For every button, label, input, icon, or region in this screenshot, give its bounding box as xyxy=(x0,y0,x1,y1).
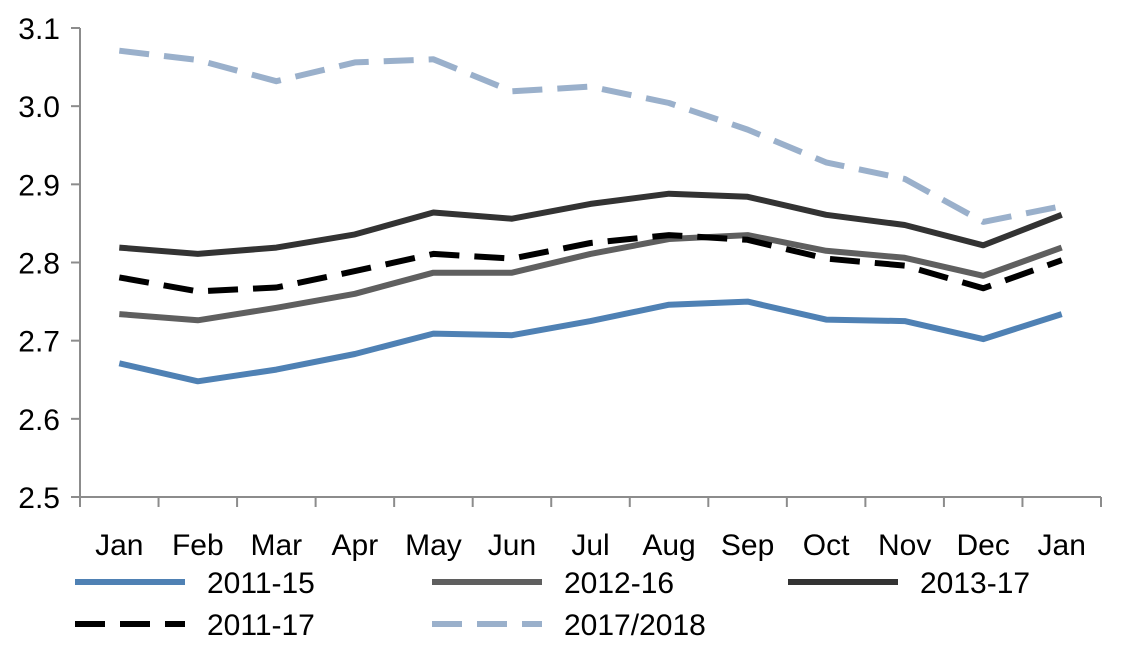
legend-item: 2017/2018 xyxy=(432,609,706,642)
y-tick-label: 2.8 xyxy=(18,248,60,281)
y-tick-label: 3.1 xyxy=(18,13,60,46)
x-tick-label: Nov xyxy=(878,529,931,562)
y-tick-label: 2.6 xyxy=(18,404,60,437)
legend-label: 2013-17 xyxy=(920,567,1030,600)
y-tick-label: 2.9 xyxy=(18,169,60,202)
series-line-2013-17 xyxy=(119,190,1063,257)
x-tick-label: Aug xyxy=(642,529,695,562)
legend-item: 2011-15 xyxy=(75,567,315,600)
legend-label: 2012-16 xyxy=(564,567,674,600)
legend-label: 2011-17 xyxy=(207,609,315,642)
x-tick-label: Apr xyxy=(332,529,379,562)
x-tick-label: Mar xyxy=(251,529,303,562)
x-tick-label: Jun xyxy=(488,529,536,562)
y-tick-label: 2.5 xyxy=(18,482,60,515)
x-tick-label: Jul xyxy=(571,529,609,562)
legend-item: 2011-17 xyxy=(75,609,315,642)
x-tick-label: Jan xyxy=(95,529,143,562)
axes: 2.5 2.6 2.7 2.8 2.9 3.0 3.1 Jan Feb Mar Apr May Jun J… xyxy=(18,13,1102,562)
y-tick-label: 2.7 xyxy=(18,326,60,359)
y-tick-label: 3.0 xyxy=(18,91,60,124)
series-line-2017-2018 xyxy=(118,47,1063,225)
legend-label: 2011-15 xyxy=(207,567,315,600)
series-line-2011-17 xyxy=(118,232,1063,295)
series-line-2012-16 xyxy=(119,232,1063,324)
legend-item: 2013-17 xyxy=(788,567,1030,600)
x-tick-label: May xyxy=(405,529,462,562)
x-tick-label: Feb xyxy=(172,529,224,562)
x-tick-label: Dec xyxy=(957,529,1010,562)
legend-item: 2012-16 xyxy=(432,567,674,600)
legend-label: 2017/2018 xyxy=(564,609,706,642)
x-tick-label: Oct xyxy=(803,529,850,562)
x-tick-label: Sep xyxy=(721,529,774,562)
x-tick-label: Jan xyxy=(1038,529,1086,562)
series-line-2011-15 xyxy=(118,298,1063,385)
legend: 2011-15 2012-16 2013-17 2011-17 2017/2018 xyxy=(75,567,1030,642)
series-layer xyxy=(118,47,1063,385)
